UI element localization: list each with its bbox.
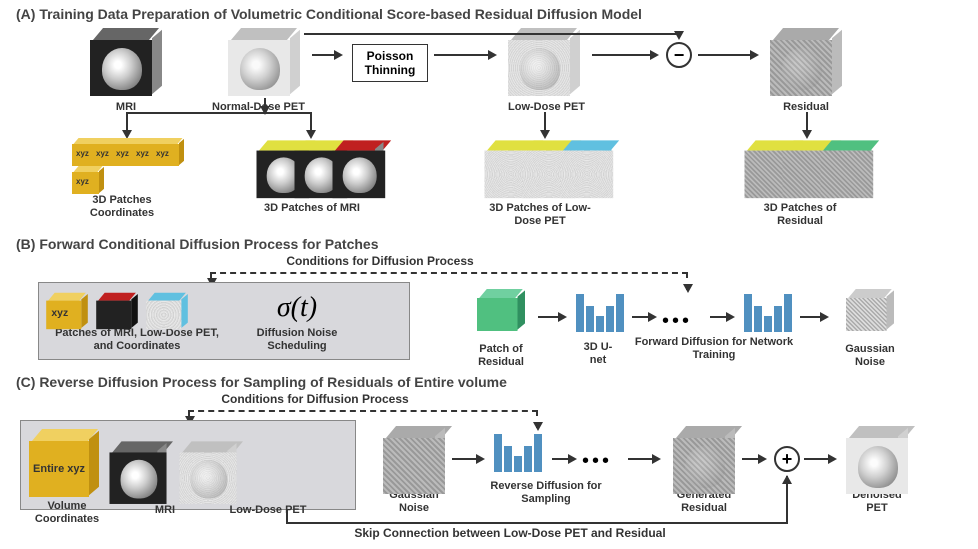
- line: [264, 112, 312, 114]
- arrow-icon: [698, 54, 756, 56]
- dash-line: [188, 410, 538, 412]
- minus-op-icon: −: [666, 42, 692, 68]
- forward-label: Forward Diffusion for Network Training: [634, 336, 794, 362]
- arrow-icon: [452, 458, 482, 460]
- diff-sched-label: Diffusion Noise Scheduling: [227, 327, 367, 353]
- arrow-icon: [544, 112, 546, 136]
- entire-volume-cube: Entire xyz: [29, 429, 99, 499]
- lowdose-label-c: Low-Dose PET: [218, 504, 318, 516]
- dots-icon: •••: [662, 310, 692, 332]
- mri-patches: [252, 136, 402, 202]
- section-c-title: (C) Reverse Diffusion Process for Sampli…: [16, 374, 507, 390]
- low-dose-volume: [508, 28, 580, 96]
- dash-line: [210, 272, 688, 274]
- gaussian-noise-c: [383, 426, 445, 484]
- skip-line: [286, 522, 786, 524]
- dash-arrow-icon: [536, 410, 538, 428]
- arrow-icon: [742, 458, 764, 460]
- mri-label-c: MRI: [140, 504, 190, 516]
- dots-icon: •••: [582, 450, 612, 472]
- gaussian-label-b: Gaussian Noise: [838, 343, 902, 369]
- cond-patches-label: Patches of MRI, Low-Dose PET, and Coordi…: [47, 327, 227, 353]
- generated-residual: [673, 426, 735, 484]
- skip-label: Skip Connection between Low-Dose PET and…: [310, 526, 710, 540]
- lowdose-patches: [480, 136, 640, 202]
- residual-patches: [740, 136, 900, 202]
- coord-patches: [72, 138, 184, 194]
- arrow-icon: [806, 112, 808, 136]
- mri-patches-label: 3D Patches of MRI: [252, 202, 372, 215]
- arrow-icon: [592, 54, 656, 56]
- unet-icon: [576, 294, 624, 332]
- cond-label-b: Conditions for Diffusion Process: [250, 254, 510, 268]
- arrow-icon: [800, 316, 826, 318]
- arrow-icon: [312, 54, 340, 56]
- mri-volume: [90, 28, 162, 96]
- sigma-symbol: σ(t): [193, 292, 401, 324]
- arrow-up-icon: [782, 470, 792, 484]
- arrow-icon: [710, 316, 732, 318]
- arrow-icon: [804, 458, 834, 460]
- section-a-title: (A) Training Data Preparation of Volumet…: [16, 6, 642, 22]
- dash-arrow-icon: [686, 272, 688, 290]
- residual-patches-label: 3D Patches of Residual: [740, 202, 860, 228]
- reverse-label: Reverse Diffusion for Sampling: [476, 480, 616, 506]
- arrow-icon: [126, 112, 128, 136]
- normal-dose-volume: [228, 28, 300, 96]
- residual-volume: [770, 28, 842, 96]
- arrow-icon: [538, 316, 564, 318]
- unet-icon: [494, 434, 542, 472]
- arrow-icon: [552, 458, 574, 460]
- low-dose-label: Low-Dose PET: [508, 101, 585, 113]
- line: [126, 112, 264, 114]
- skip-line: [286, 510, 288, 522]
- unet-icon: [744, 294, 792, 332]
- arrow-icon: [678, 33, 680, 37]
- line: [304, 33, 680, 35]
- poisson-box: Poisson Thinning: [352, 44, 428, 82]
- vol-coord-label: Volume Coordinates: [22, 500, 112, 526]
- arrow-icon: [628, 458, 658, 460]
- denoised-pet: [846, 426, 908, 484]
- section-b-title: (B) Forward Conditional Diffusion Proces…: [16, 236, 378, 252]
- condition-box-b: σ(t) Patches of MRI, Low-Dose PET, and C…: [38, 282, 410, 360]
- plus-op-icon: +: [774, 446, 800, 472]
- lowdose-patches-label: 3D Patches of Low-Dose PET: [480, 202, 600, 228]
- arrow-icon: [434, 54, 494, 56]
- arrow-icon: [310, 112, 312, 136]
- unet-label: 3D U-net: [576, 341, 620, 367]
- coord-patches-label: 3D Patches Coordinates: [72, 194, 172, 220]
- condition-box-c: Entire xyz: [20, 420, 356, 510]
- cond-label-c: Conditions for Diffusion Process: [190, 392, 440, 406]
- arrow-icon: [632, 316, 654, 318]
- patch-residual-label: Patch of Residual: [470, 343, 532, 369]
- line: [264, 98, 266, 112]
